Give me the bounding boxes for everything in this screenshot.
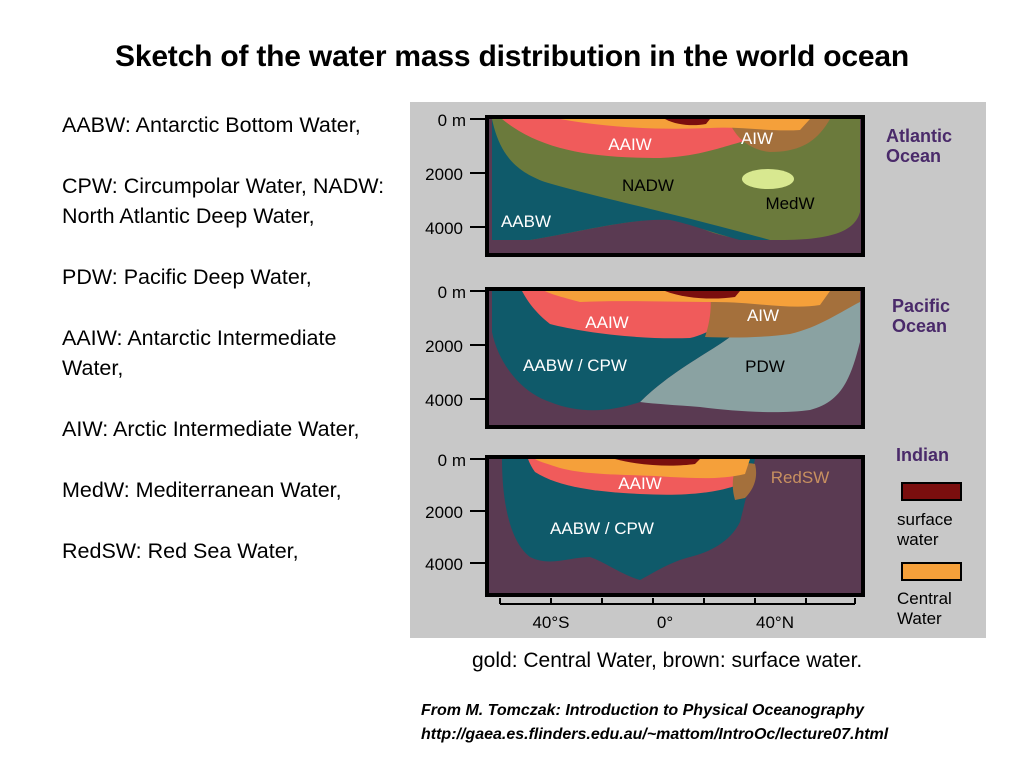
pacific-label-aabw-cpw: AABW / CPW [523, 356, 627, 375]
source-citation: From M. Tomczak: Introduction to Physica… [421, 699, 888, 747]
indian-surface-water [615, 459, 700, 466]
atlantic-label-aaiw: AAIW [608, 135, 651, 154]
lat-tick-0: 0° [657, 613, 673, 632]
depth-axis: 0 m 2000 4000 0 m 2000 4000 0 m 2000 400… [425, 111, 487, 574]
source-url: http://gaea.es.flinders.edu.au/~mattom/I… [421, 726, 889, 743]
pacific-depth-0: 0 m [438, 283, 466, 302]
page-title: Sketch of the water mass distribution in… [115, 40, 909, 73]
atlantic-frame [485, 115, 865, 257]
atlantic-depth-2000: 2000 [425, 165, 463, 184]
legend-aiw: AIW: Arctic Intermediate Water, [62, 417, 360, 441]
ocean-section-diagram: AAIW AIW NADW MedW AABW Atlantic Ocean A… [410, 102, 986, 638]
surface-water-swatch [901, 482, 962, 501]
central-water-swatch [901, 562, 962, 581]
pacific-section: AAIW AIW AABW / CPW PDW Pacific Ocean [485, 287, 950, 429]
pacific-depth-4000: 4000 [425, 391, 463, 410]
atlantic-label-aabw: AABW [501, 212, 551, 231]
legend-pdw: PDW: Pacific Deep Water, [62, 265, 312, 289]
pacific-label-aaiw: AAIW [585, 313, 628, 332]
legend-aaiw: AAIW: Antarctic Intermediate Water, [62, 326, 337, 380]
pacific-label-pdw: PDW [745, 357, 785, 376]
figure-caption: gold: Central Water, brown: surface wate… [472, 649, 863, 672]
atlantic-aabw [492, 119, 770, 240]
indian-label-aabw-cpw: AABW / CPW [550, 519, 654, 538]
legend-medw: MedW: Mediterranean Water, [62, 478, 342, 502]
atlantic-name-line2: Ocean [886, 146, 941, 166]
indian-central-water [535, 459, 750, 479]
atlantic-label-nadw: NADW [622, 176, 674, 195]
atlantic-surface-water [665, 119, 710, 126]
surface-water-label-line1: surface [897, 510, 953, 529]
source-reference: From M. Tomczak: Introduction to Physica… [421, 702, 865, 719]
pacific-name-line1: Pacific [892, 296, 950, 316]
color-key: surface water Central Water [896, 482, 962, 628]
atlantic-medw-core [742, 169, 794, 189]
pacific-depth-2000: 2000 [425, 337, 463, 356]
indian-label-aaiw: AAIW [618, 474, 661, 493]
indian-depth-4000: 4000 [425, 555, 463, 574]
atlantic-depth-4000: 4000 [425, 219, 463, 238]
central-water-label-line1: Central [897, 589, 952, 608]
indian-label-redsw: RedSW [771, 468, 830, 487]
atlantic-label-aiw: AIW [741, 129, 773, 148]
legend-cpw-nadw: CPW: Circumpolar Water, NADW: North Atla… [62, 174, 385, 228]
pacific-surface-water [665, 291, 740, 299]
indian-section: AAIW RedSW AABW / CPW Indian [485, 445, 949, 597]
central-water-label-line2: Water [897, 609, 942, 628]
atlantic-depth-0: 0 m [438, 111, 466, 130]
atlantic-name-line1: Atlantic [886, 126, 952, 146]
surface-water-label-line2: water [896, 530, 939, 549]
legend-redsw: RedSW: Red Sea Water, [62, 539, 299, 563]
legend-aabw: AABW: Antarctic Bottom Water, [62, 113, 361, 137]
pacific-label-aiw: AIW [747, 306, 779, 325]
indian-depth-2000: 2000 [425, 503, 463, 522]
atlantic-label-medw: MedW [765, 194, 814, 213]
water-mass-legend: AABW: Antarctic Bottom Water, CPW: Circu… [62, 110, 392, 597]
pacific-frame [485, 287, 865, 429]
pacific-central-water [545, 291, 830, 307]
indian-frame [485, 455, 865, 597]
latitude-axis: 40°S 0° 40°N [499, 598, 856, 632]
lat-tick-40n: 40°N [756, 613, 794, 632]
lat-tick-40s: 40°S [532, 613, 569, 632]
pacific-name-line2: Ocean [892, 316, 947, 336]
atlantic-aaiw [502, 119, 770, 158]
atlantic-section: AAIW AIW NADW MedW AABW Atlantic Ocean [485, 115, 952, 257]
indian-depth-0: 0 m [438, 451, 466, 470]
indian-name: Indian [896, 445, 949, 465]
